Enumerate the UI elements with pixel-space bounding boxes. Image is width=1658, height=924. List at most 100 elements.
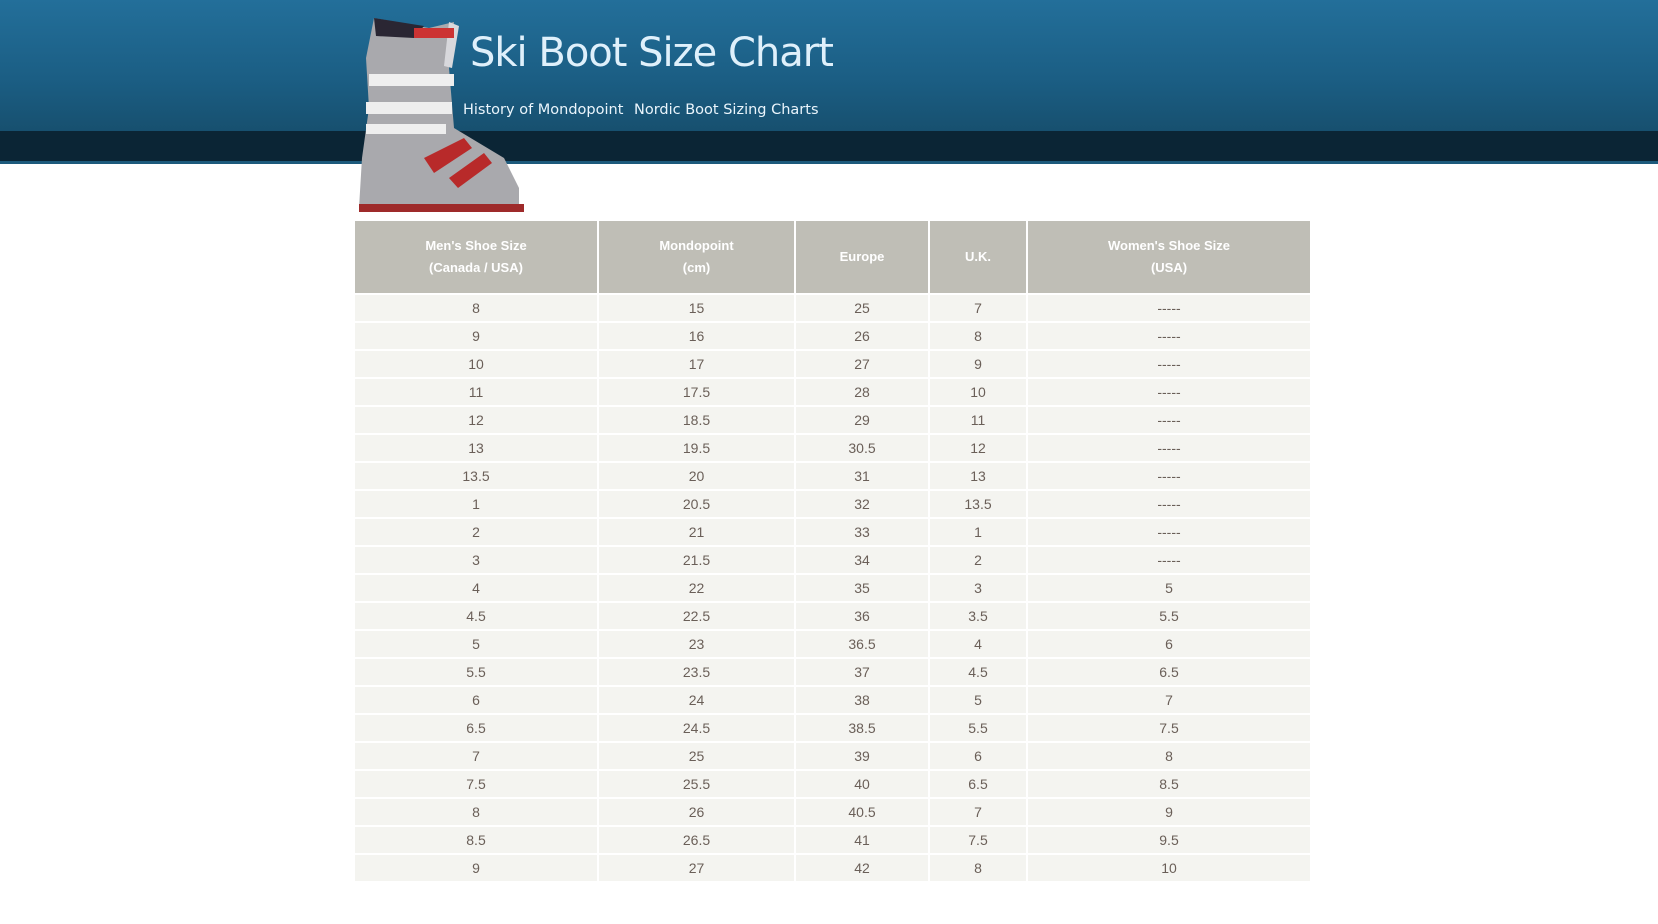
cell-europe: 32 <box>794 489 930 519</box>
cell-europe: 40 <box>794 769 930 799</box>
cell-uk: 10 <box>928 377 1028 407</box>
cell-uk: 7 <box>928 797 1028 827</box>
cell-mondopoint: 20.5 <box>597 489 796 519</box>
cell-womens-size: ----- <box>1026 321 1312 351</box>
table-row: 5 23 36.5 4 6 <box>353 629 1312 659</box>
cell-europe: 36 <box>794 601 930 631</box>
column-header-line: Europe <box>839 249 885 264</box>
cell-mondopoint: 21 <box>597 517 796 547</box>
cell-womens-size: ----- <box>1026 433 1312 463</box>
cell-womens-size: ----- <box>1026 293 1312 323</box>
column-header-line: Men's Shoe Size <box>425 238 527 253</box>
table-row: 13.5 20 31 13 ----- <box>353 461 1312 491</box>
cell-mondopoint: 16 <box>597 321 796 351</box>
cell-mondopoint: 19.5 <box>597 433 796 463</box>
cell-mens-size: 9 <box>353 853 599 883</box>
cell-mens-size: 5.5 <box>353 657 599 687</box>
cell-mondopoint: 25 <box>597 741 796 771</box>
table-row: 8 26 40.5 7 9 <box>353 797 1312 827</box>
table-row: 7 25 39 6 8 <box>353 741 1312 771</box>
cell-mens-size: 10 <box>353 349 599 379</box>
cell-womens-size: ----- <box>1026 545 1312 575</box>
cell-mondopoint: 24 <box>597 685 796 715</box>
cell-europe: 39 <box>794 741 930 771</box>
cell-europe: 26 <box>794 321 930 351</box>
cell-uk: 11 <box>928 405 1028 435</box>
cell-europe: 40.5 <box>794 797 930 827</box>
cell-mondopoint: 25.5 <box>597 769 796 799</box>
cell-womens-size: 9 <box>1026 797 1312 827</box>
cell-womens-size: 8 <box>1026 741 1312 771</box>
column-header-mondopoint: Mondopoint (cm) <box>597 219 796 295</box>
page-title: Ski Boot Size Chart <box>470 30 834 76</box>
column-header-line: (Canada / USA) <box>429 260 523 275</box>
cell-mens-size: 6.5 <box>353 713 599 743</box>
table-row: 9 27 42 8 10 <box>353 853 1312 883</box>
cell-womens-size: 7.5 <box>1026 713 1312 743</box>
cell-mondopoint: 22 <box>597 573 796 603</box>
cell-mens-size: 2 <box>353 517 599 547</box>
cell-europe: 34 <box>794 545 930 575</box>
ski-boot-image <box>359 18 524 212</box>
cell-uk: 6.5 <box>928 769 1028 799</box>
cell-europe: 28 <box>794 377 930 407</box>
cell-womens-size: ----- <box>1026 489 1312 519</box>
cell-mondopoint: 22.5 <box>597 601 796 631</box>
column-header-line: U.K. <box>965 249 991 264</box>
cell-europe: 35 <box>794 573 930 603</box>
cell-mondopoint: 23 <box>597 629 796 659</box>
cell-mens-size: 4.5 <box>353 601 599 631</box>
cell-europe: 30.5 <box>794 433 930 463</box>
cell-uk: 12 <box>928 433 1028 463</box>
cell-womens-size: ----- <box>1026 405 1312 435</box>
cell-mens-size: 6 <box>353 685 599 715</box>
cell-mens-size: 8.5 <box>353 825 599 855</box>
cell-uk: 7.5 <box>928 825 1028 855</box>
cell-uk: 2 <box>928 545 1028 575</box>
cell-mondopoint: 15 <box>597 293 796 323</box>
table-row: 12 18.5 29 11 ----- <box>353 405 1312 435</box>
cell-europe: 41 <box>794 825 930 855</box>
cell-mens-size: 7 <box>353 741 599 771</box>
cell-mondopoint: 20 <box>597 461 796 491</box>
nav-link-nordic-boot-sizing[interactable]: Nordic Boot Sizing Charts <box>634 102 819 118</box>
cell-womens-size: 6 <box>1026 629 1312 659</box>
table-row: 4 22 35 3 5 <box>353 573 1312 603</box>
nav-link-history-of-mondopoint[interactable]: History of Mondopoint <box>463 102 624 118</box>
cell-mens-size: 3 <box>353 545 599 575</box>
cell-europe: 38 <box>794 685 930 715</box>
column-header-line: (cm) <box>682 260 711 275</box>
column-header-line: Women's Shoe Size <box>1107 238 1231 253</box>
cell-europe: 29 <box>794 405 930 435</box>
size-chart-table: Men's Shoe Size (Canada / USA) Mondopoint (… <box>353 219 1312 883</box>
column-header-europe: Europe <box>794 219 930 295</box>
table-row: 1 20.5 32 13.5 ----- <box>353 489 1312 519</box>
cell-mondopoint: 18.5 <box>597 405 796 435</box>
cell-mens-size: 9 <box>353 321 599 351</box>
table-row: 8.5 26.5 41 7.5 9.5 <box>353 825 1312 855</box>
column-header-womens-size: Women's Shoe Size (USA) <box>1026 219 1312 295</box>
cell-europe: 36.5 <box>794 629 930 659</box>
cell-mondopoint: 21.5 <box>597 545 796 575</box>
cell-womens-size: 5 <box>1026 573 1312 603</box>
cell-uk: 8 <box>928 853 1028 883</box>
cell-europe: 42 <box>794 853 930 883</box>
cell-mens-size: 12 <box>353 405 599 435</box>
column-header-line: Mondopoint <box>659 238 734 253</box>
cell-womens-size: 5.5 <box>1026 601 1312 631</box>
cell-uk: 4 <box>928 629 1028 659</box>
table-row: 8 15 25 7 ----- <box>353 293 1312 323</box>
cell-mens-size: 11 <box>353 377 599 407</box>
cell-mondopoint: 26.5 <box>597 825 796 855</box>
column-header-uk: U.K. <box>928 219 1028 295</box>
cell-europe: 31 <box>794 461 930 491</box>
cell-uk: 4.5 <box>928 657 1028 687</box>
cell-womens-size: 10 <box>1026 853 1312 883</box>
cell-womens-size: 6.5 <box>1026 657 1312 687</box>
cell-uk: 5 <box>928 685 1028 715</box>
cell-womens-size: 7 <box>1026 685 1312 715</box>
cell-uk: 13.5 <box>928 489 1028 519</box>
cell-mondopoint: 17.5 <box>597 377 796 407</box>
cell-mondopoint: 23.5 <box>597 657 796 687</box>
table-row: 7.5 25.5 40 6.5 8.5 <box>353 769 1312 799</box>
